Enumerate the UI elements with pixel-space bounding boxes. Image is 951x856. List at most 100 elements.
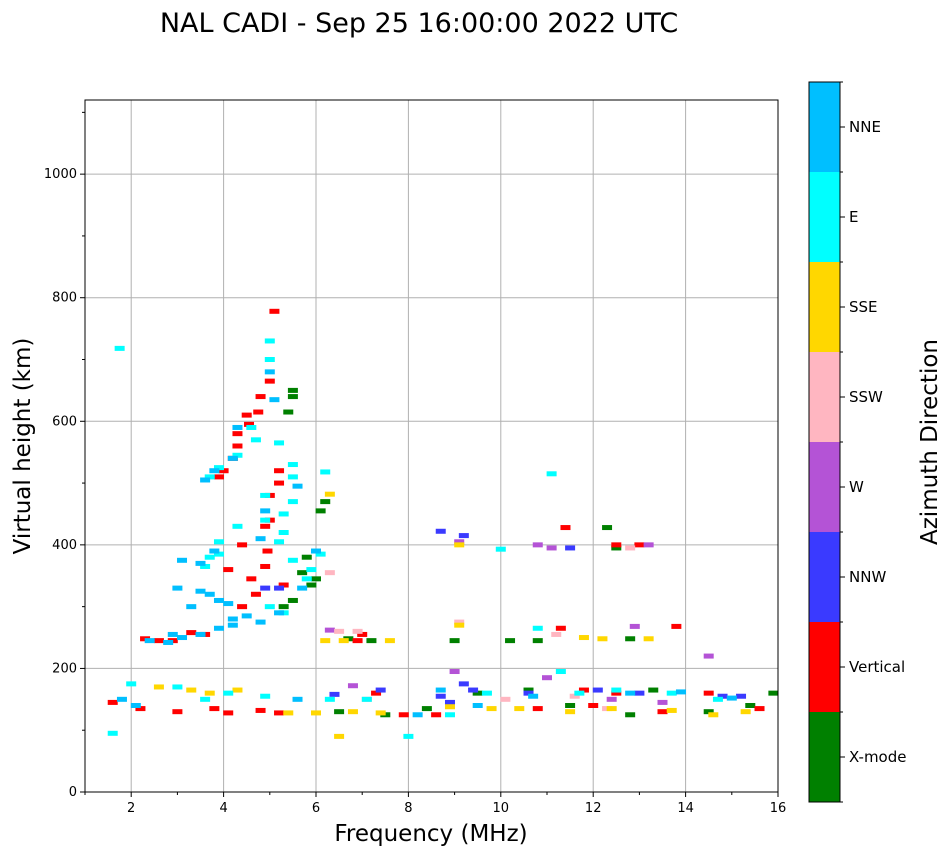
data-point xyxy=(186,604,197,610)
data-point xyxy=(287,499,298,505)
colorbar-segment xyxy=(809,442,840,532)
data-point xyxy=(449,669,460,675)
data-point xyxy=(347,683,358,689)
data-point xyxy=(241,412,252,418)
data-point xyxy=(264,378,275,384)
data-point xyxy=(717,693,728,699)
data-point xyxy=(458,533,469,539)
data-point xyxy=(260,492,271,498)
x-tick-label: 6 xyxy=(312,801,320,816)
data-point xyxy=(334,733,345,739)
data-point xyxy=(514,706,525,712)
data-point xyxy=(551,631,562,637)
data-point xyxy=(444,704,455,710)
data-point xyxy=(555,669,566,675)
data-point xyxy=(703,709,714,715)
data-point xyxy=(435,693,446,699)
data-point xyxy=(588,703,599,708)
data-point xyxy=(237,542,248,548)
data-point xyxy=(648,687,659,693)
data-point xyxy=(209,468,220,474)
data-point xyxy=(177,557,188,563)
data-point xyxy=(311,710,321,716)
data-point xyxy=(287,394,298,400)
y-tick-label: 600 xyxy=(52,414,77,429)
data-point xyxy=(241,613,252,619)
data-point xyxy=(597,636,608,642)
data-point xyxy=(144,638,155,644)
data-point xyxy=(523,690,534,696)
data-point xyxy=(250,591,261,597)
data-point xyxy=(412,712,423,718)
data-point xyxy=(195,588,206,594)
colorbar-tick-label: X-mode xyxy=(849,748,906,766)
data-point xyxy=(611,545,622,551)
colorbar: X-mode Vertical NNW W SSW SSE E NNE xyxy=(808,81,906,803)
colorbar-tick-label: E xyxy=(849,208,858,226)
data-point xyxy=(569,693,580,699)
data-point xyxy=(384,638,395,644)
data-point xyxy=(213,597,224,603)
x-tick-label: 4 xyxy=(219,801,227,816)
x-tick-label: 10 xyxy=(493,801,510,816)
grid-lines xyxy=(85,100,779,792)
y-axis-label: Virtual height (km) xyxy=(10,338,36,555)
data-point xyxy=(375,710,386,716)
data-point xyxy=(218,468,229,474)
data-point xyxy=(172,684,183,690)
data-point xyxy=(565,545,576,551)
data-point xyxy=(232,443,243,449)
data-point xyxy=(361,696,372,702)
data-point xyxy=(227,616,238,622)
data-point xyxy=(754,706,765,712)
data-point xyxy=(116,696,127,702)
data-point xyxy=(634,690,645,696)
data-point xyxy=(223,690,234,696)
data-point xyxy=(625,545,636,551)
data-point xyxy=(209,706,220,712)
data-point xyxy=(745,703,756,708)
data-point xyxy=(232,523,243,529)
data-point xyxy=(274,710,285,716)
data-point xyxy=(204,690,215,696)
data-point xyxy=(666,707,677,713)
data-point xyxy=(287,462,298,468)
data-point xyxy=(468,687,479,693)
data-point xyxy=(250,437,261,443)
data-point xyxy=(454,539,465,545)
data-point xyxy=(153,684,164,690)
y-tick-label: 200 xyxy=(52,661,77,676)
data-point xyxy=(666,690,677,696)
data-point xyxy=(227,455,238,461)
colorbar-segment xyxy=(809,262,840,352)
data-point xyxy=(278,582,289,588)
data-point xyxy=(262,548,273,554)
data-point xyxy=(204,591,215,597)
data-point xyxy=(435,528,446,534)
data-point xyxy=(260,517,271,523)
data-point xyxy=(269,308,280,314)
data-point xyxy=(255,619,266,625)
data-point xyxy=(278,511,289,517)
data-point xyxy=(574,690,585,696)
data-point xyxy=(283,710,294,716)
data-point xyxy=(736,693,747,699)
data-point xyxy=(523,687,534,693)
data-point xyxy=(260,585,271,591)
data-point xyxy=(338,638,349,644)
data-point xyxy=(301,576,312,582)
data-point xyxy=(213,551,224,557)
data-point xyxy=(740,709,751,715)
data-point xyxy=(274,585,285,591)
data-point xyxy=(260,508,271,514)
colorbar-tick-label: W xyxy=(849,478,864,496)
data-point xyxy=(625,636,636,642)
data-point xyxy=(195,631,206,637)
colorbar-segment xyxy=(809,352,840,442)
data-point xyxy=(200,696,211,702)
data-point xyxy=(255,536,266,542)
data-point xyxy=(486,706,497,712)
data-point xyxy=(472,690,483,696)
data-point xyxy=(311,548,321,554)
data-point xyxy=(274,468,285,474)
